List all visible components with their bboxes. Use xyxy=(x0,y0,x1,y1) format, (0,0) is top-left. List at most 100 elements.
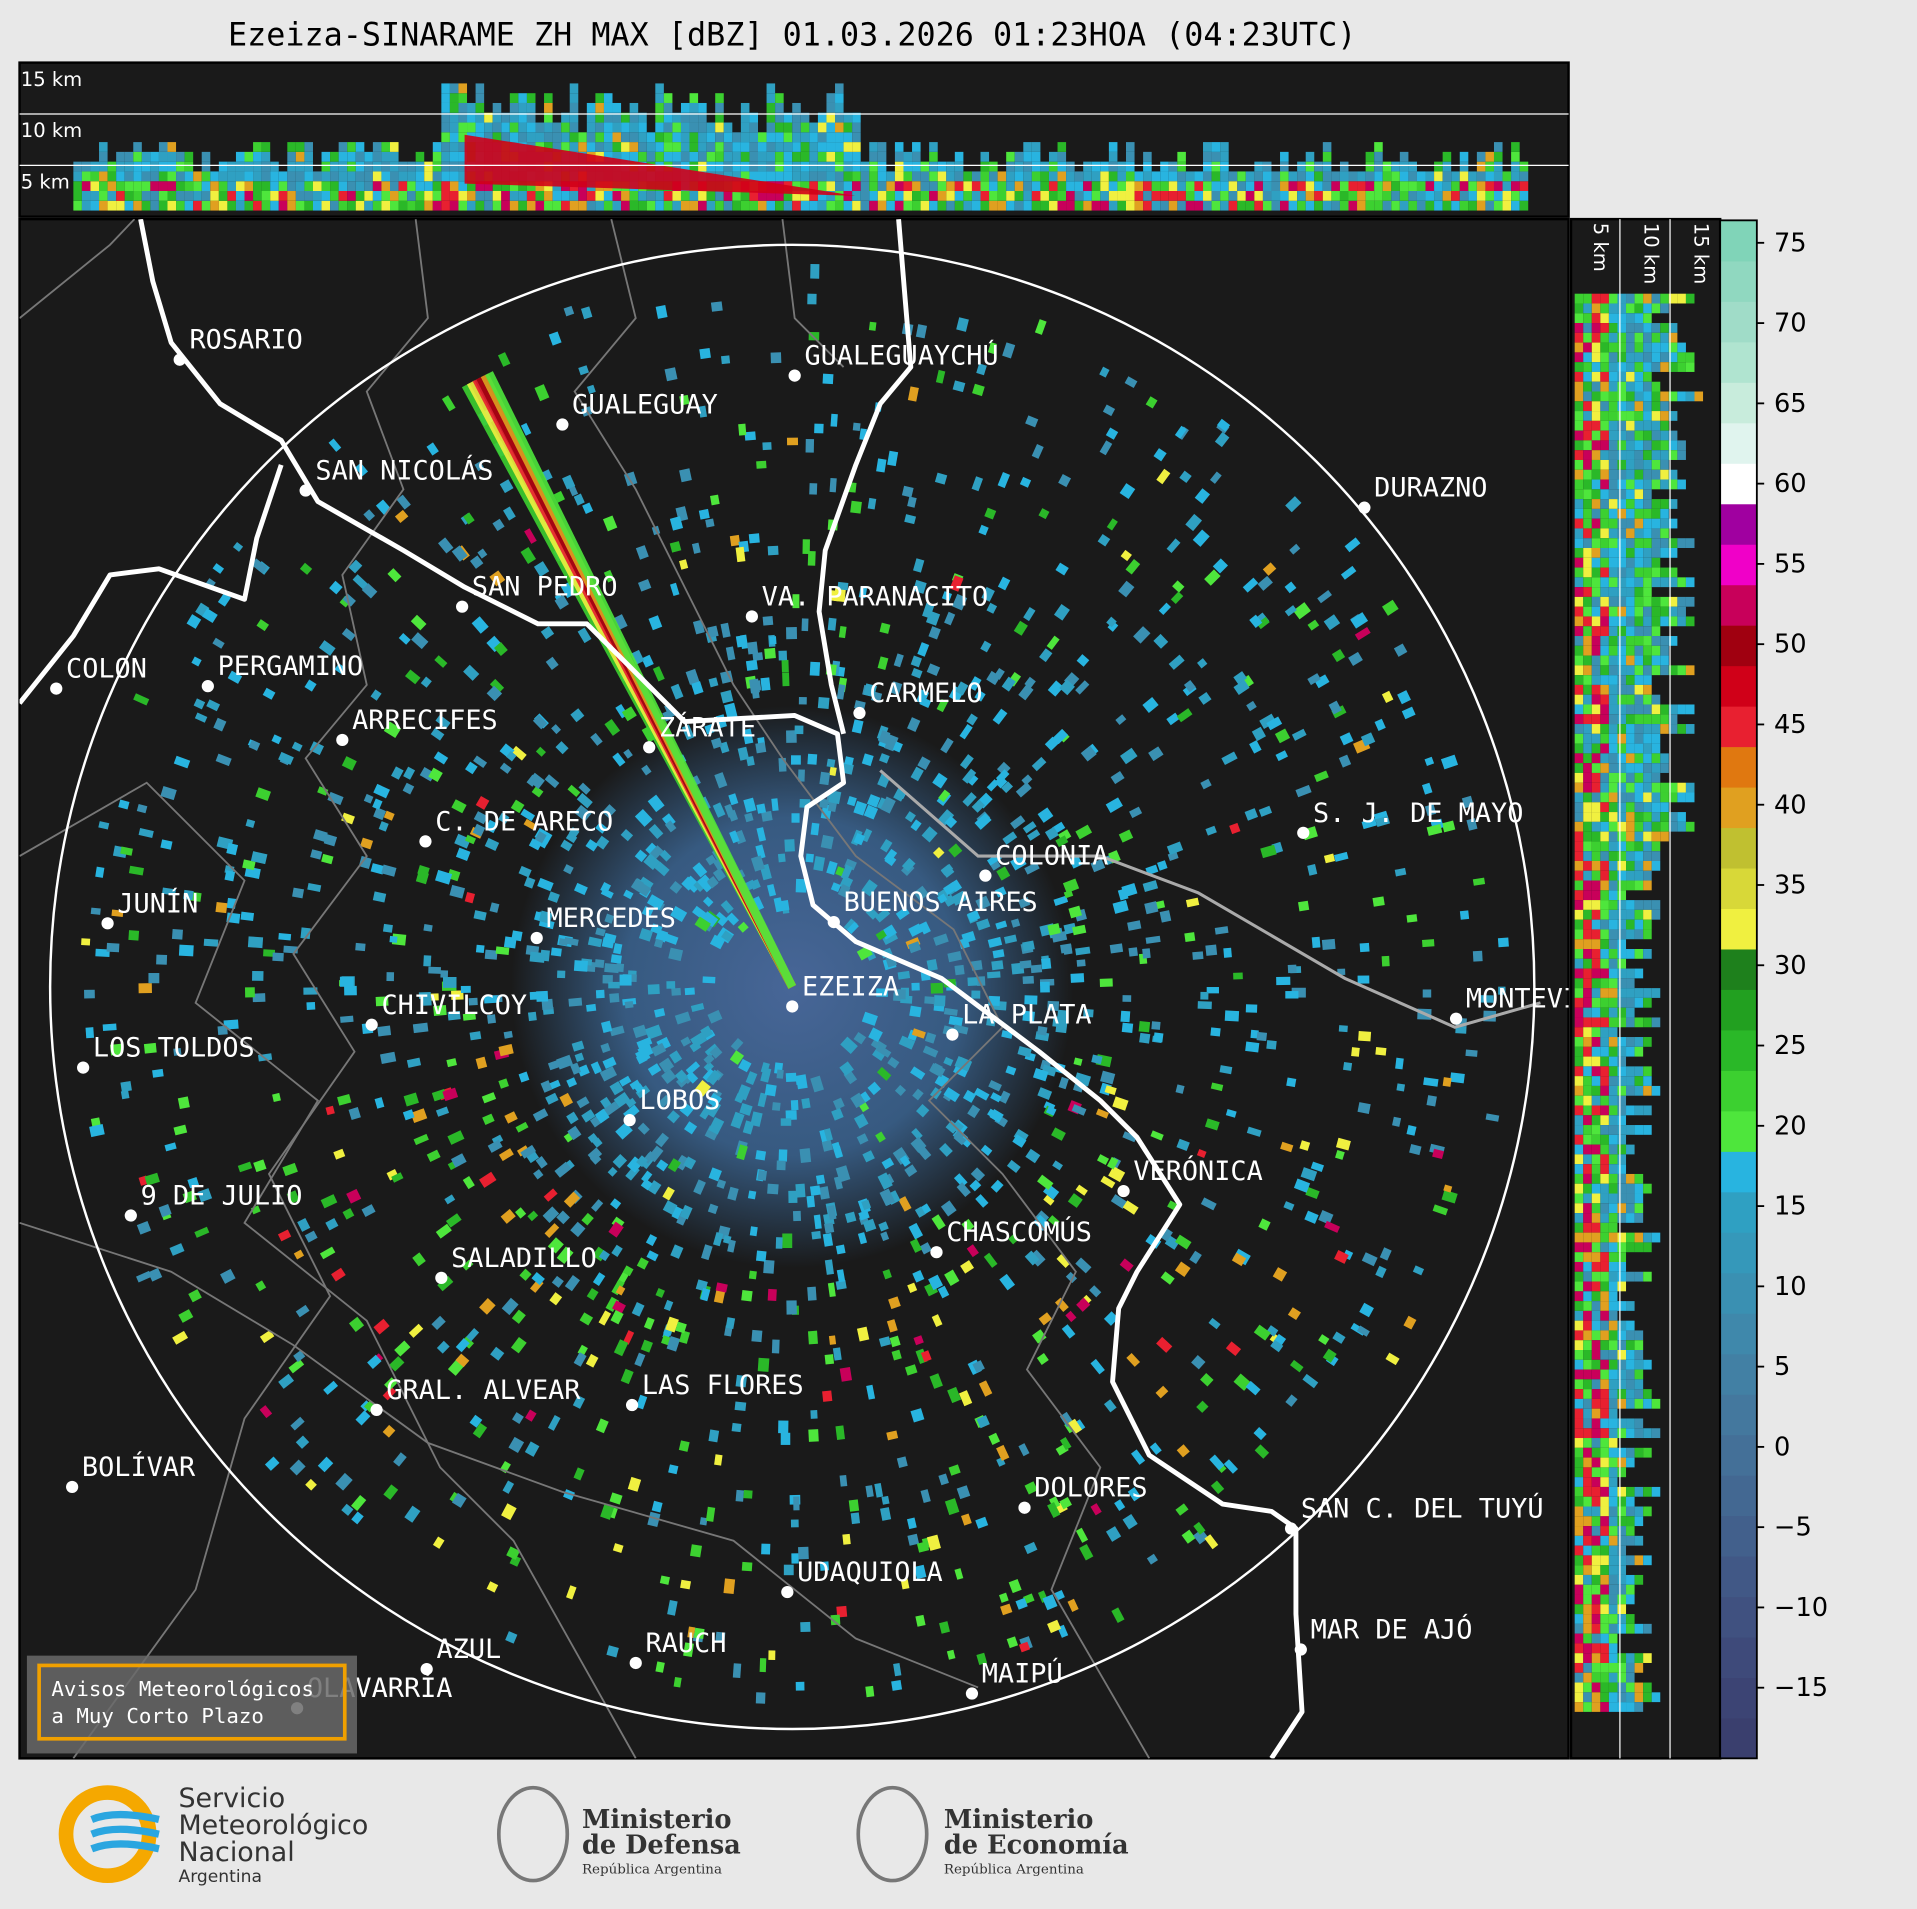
section-cell xyxy=(689,122,699,133)
echo-cell xyxy=(493,642,508,656)
echo-cell xyxy=(560,839,573,852)
section-cell xyxy=(1574,420,1584,431)
section-cell xyxy=(663,112,673,123)
echo-cell xyxy=(752,652,764,661)
section-cell xyxy=(1608,528,1618,539)
section-cell xyxy=(1574,518,1584,529)
echo-cell xyxy=(435,1106,450,1117)
section-cell xyxy=(141,191,151,201)
section-cell xyxy=(1608,1027,1618,1038)
echo-cell xyxy=(523,876,536,889)
echo-cell xyxy=(605,1296,620,1312)
echo-cell xyxy=(557,970,566,979)
section-cell xyxy=(73,200,82,211)
section-cell xyxy=(1608,1271,1618,1282)
echo-cell xyxy=(932,847,945,859)
section-cell xyxy=(1591,459,1601,470)
colorbar-band xyxy=(1720,827,1757,869)
section-cell xyxy=(1280,181,1289,192)
echo-cell xyxy=(980,1144,993,1156)
section-cell xyxy=(1591,841,1601,852)
section-cell xyxy=(330,181,339,192)
section-cell xyxy=(1583,1692,1592,1703)
section-cell xyxy=(1600,1496,1609,1507)
echo-cell xyxy=(827,1282,836,1298)
section-cell xyxy=(1108,142,1118,152)
echo-cell xyxy=(707,877,719,889)
echo-cell xyxy=(705,518,715,528)
echo-cell xyxy=(857,1232,868,1245)
section-cell xyxy=(1168,181,1178,192)
section-cell xyxy=(1583,1066,1592,1077)
echo-cell xyxy=(1005,1065,1017,1076)
section-cell xyxy=(1626,547,1635,558)
section-cell xyxy=(116,171,125,182)
section-cell xyxy=(1660,420,1669,431)
section-cell xyxy=(1305,181,1315,192)
echo-cell xyxy=(715,1631,726,1643)
section-cell xyxy=(1583,538,1592,548)
echo-cell xyxy=(1307,864,1318,876)
section-cell xyxy=(1502,171,1512,182)
section-cell xyxy=(1617,1232,1627,1243)
echo-cell xyxy=(547,1415,561,1431)
section-cell xyxy=(90,171,100,182)
echo-cell xyxy=(1242,577,1259,593)
section-cell xyxy=(1591,547,1601,558)
echo-cell xyxy=(81,938,91,946)
section-cell xyxy=(1617,587,1627,597)
section-cell xyxy=(1574,1477,1584,1487)
section-cell xyxy=(1297,200,1306,211)
section-cell xyxy=(526,102,536,113)
section-cell xyxy=(1583,860,1592,871)
echo-cell xyxy=(730,1037,744,1052)
section-cell xyxy=(1617,342,1627,353)
section-cell xyxy=(330,161,339,172)
echo-cell xyxy=(508,1436,525,1454)
echo-cell xyxy=(437,1275,454,1292)
section-cell xyxy=(1634,489,1644,500)
echo-cell xyxy=(1047,1619,1062,1634)
section-cell xyxy=(698,112,707,123)
section-cell xyxy=(1600,606,1609,617)
section-cell xyxy=(407,181,416,192)
section-cell xyxy=(1626,1076,1635,1086)
echo-cell xyxy=(1166,538,1181,554)
echo-cell xyxy=(540,1080,553,1093)
echo-cell xyxy=(1317,590,1332,604)
section-cell xyxy=(295,171,305,182)
section-cell xyxy=(1600,714,1609,725)
echo-cell xyxy=(917,1146,932,1161)
section-cell xyxy=(1626,606,1635,617)
section-cell xyxy=(715,112,724,123)
section-cell xyxy=(800,142,810,152)
section-cell xyxy=(124,191,134,201)
echo-cell xyxy=(255,787,271,801)
section-cell xyxy=(1608,860,1618,871)
echo-cell xyxy=(728,793,739,806)
section-cell xyxy=(1583,948,1592,959)
section-cell xyxy=(390,191,399,201)
city-dot xyxy=(1297,826,1310,839)
colorbar-tick-label: 65 xyxy=(1774,389,1807,419)
section-cell xyxy=(1651,831,1661,842)
section-cell xyxy=(1617,1516,1627,1527)
echo-cell xyxy=(778,1420,789,1434)
echo-cell xyxy=(373,807,387,821)
echo-cell xyxy=(667,1158,681,1173)
echo-cell xyxy=(415,870,429,885)
section-cell xyxy=(1608,675,1618,685)
echo-cell xyxy=(169,1243,185,1256)
section-cell xyxy=(1651,459,1661,470)
echo-cell xyxy=(506,1546,520,1560)
section-cell xyxy=(1634,753,1644,764)
section-cell xyxy=(595,122,604,133)
echo-cell xyxy=(1314,674,1330,689)
echo-cell xyxy=(1291,728,1307,741)
echo-cell xyxy=(756,460,767,469)
echo-cell xyxy=(630,649,645,665)
section-cell xyxy=(1617,1672,1627,1683)
echo-cell xyxy=(817,696,830,709)
section-cell xyxy=(1600,724,1609,734)
section-cell xyxy=(1608,1066,1618,1077)
